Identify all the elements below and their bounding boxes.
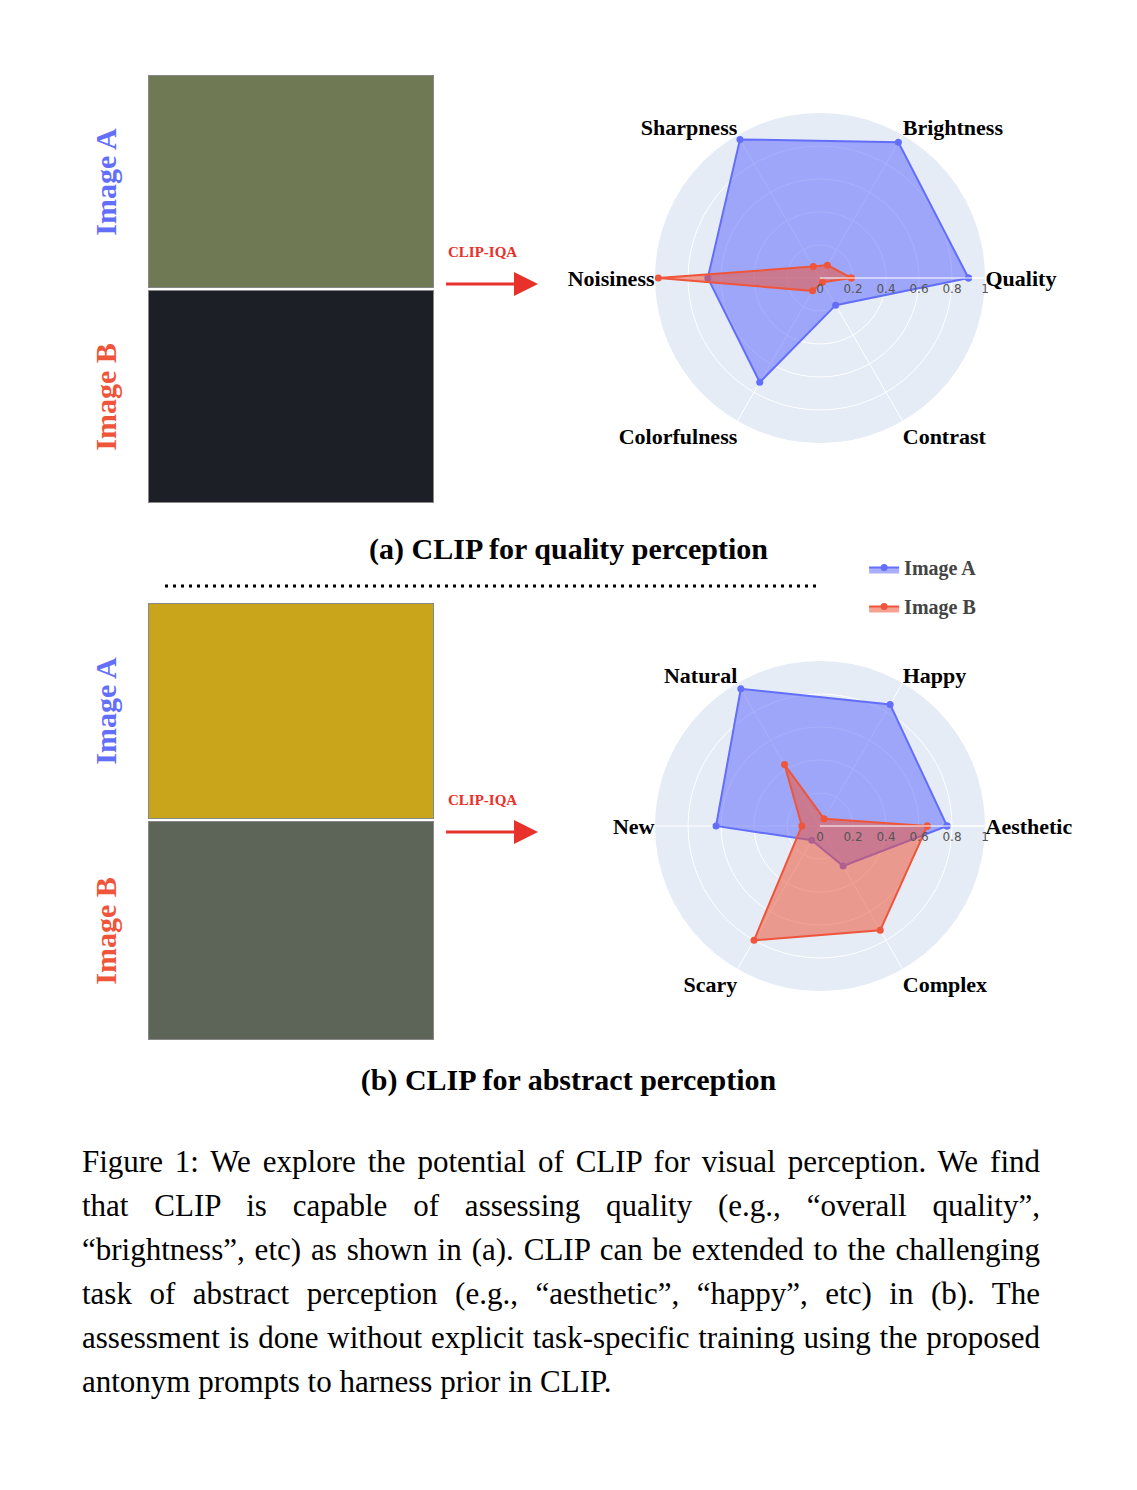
html-text:Image B: Image B: [89, 876, 122, 985]
svg-text:Complex: Complex: [903, 972, 987, 997]
html-text:CLIP-IQA: CLIP-IQA: [448, 244, 518, 260]
svg-text:0.4: 0.4: [876, 830, 895, 844]
svg-text:Scary: Scary: [683, 972, 737, 997]
svg-text:0: 0: [816, 830, 824, 844]
svg-text:0.2: 0.2: [843, 830, 862, 844]
svg-text:1: 1: [981, 830, 989, 844]
svg-text:Image B: Image B: [904, 596, 976, 619]
svg-text:Quality: Quality: [986, 266, 1057, 291]
html-text:CLIP-IQA: CLIP-IQA: [448, 792, 518, 808]
svg-text:Colorfulness: Colorfulness: [619, 424, 738, 449]
svg-text:Contrast: Contrast: [903, 424, 987, 449]
svg-text:Happy: Happy: [903, 663, 967, 688]
svg-text:0.4: 0.4: [876, 282, 895, 296]
html-text:(b) CLIP for abstract percepti: (b) CLIP for abstract perception: [360, 1063, 777, 1096]
svg-text:Sharpness: Sharpness: [641, 115, 738, 140]
svg-text:0.8: 0.8: [942, 830, 961, 844]
svg-text:1: 1: [981, 282, 989, 296]
svg-text:Noisiness: Noisiness: [568, 266, 655, 291]
svg-text:0.8: 0.8: [942, 282, 961, 296]
html-text:Figure 1: We explore the poten: Figure 1: We explore the potential of CL…: [82, 1144, 1040, 1399]
svg-text:New: New: [613, 814, 655, 839]
html-text:Image A: Image A: [89, 127, 122, 236]
svg-text:Natural: Natural: [664, 663, 737, 688]
svg-text:Image A: Image A: [904, 557, 976, 580]
svg-text:0.6: 0.6: [909, 830, 928, 844]
svg-text:0.6: 0.6: [909, 282, 928, 296]
html-text:(a) CLIP for quality perceptio: (a) CLIP for quality perception: [369, 532, 768, 565]
svg-text:Aesthetic: Aesthetic: [986, 814, 1073, 839]
html-text:Image B: Image B: [89, 342, 122, 451]
svg-text:Brightness: Brightness: [903, 115, 1004, 140]
svg-text:0.2: 0.2: [843, 282, 862, 296]
html-text:Image A: Image A: [89, 657, 122, 765]
svg-text:0: 0: [816, 282, 824, 296]
